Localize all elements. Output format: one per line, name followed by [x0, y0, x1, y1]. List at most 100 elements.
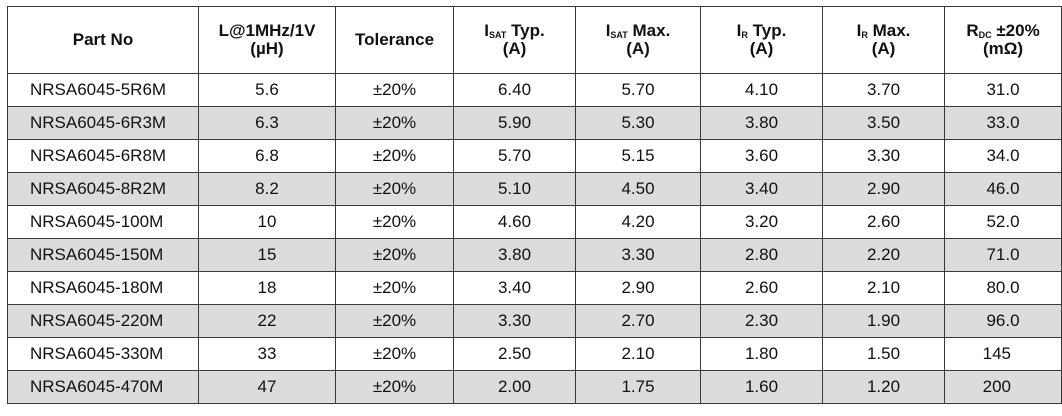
header-rdc-symbol: R: [966, 21, 979, 40]
isat-max-cell: 2.90: [575, 271, 701, 305]
ir-max-cell: 2.10: [822, 271, 945, 305]
isat-typ-cell: 5.70: [453, 139, 576, 173]
ir-max-cell: 3.70: [822, 73, 945, 107]
header-isat-typ-label: ISAT Typ.: [454, 22, 575, 40]
header-isat-typ-qualifier: Typ.: [511, 21, 545, 40]
inductance-cell: 6.8: [198, 139, 336, 173]
table-row: NRSA6045-5R6M 5.6 ±20% 6.40 5.70 4.10 3.…: [7, 73, 1062, 107]
table-row: NRSA6045-180M 18 ±20% 3.40 2.90 2.60 2.1…: [7, 271, 1062, 305]
isat-max-cell: 4.20: [575, 205, 701, 239]
ir-max-cell: 2.90: [822, 172, 945, 206]
header-isat-max-subscript: SAT: [610, 30, 628, 40]
table-row: NRSA6045-8R2M 8.2 ±20% 5.10 4.50 3.40 2.…: [7, 172, 1062, 206]
header-isat-max-label: ISAT Max.: [576, 22, 700, 40]
inductance-cell: 6.3: [198, 106, 336, 140]
header-ir-max-qualifier: Max.: [872, 21, 911, 40]
ir-typ-cell: 1.80: [700, 337, 823, 371]
isat-typ-cell: 5.90: [453, 106, 576, 140]
isat-max-cell: 5.30: [575, 106, 701, 140]
header-ir-max-subscript: R: [861, 30, 868, 40]
header-rdc-label: RDC ±20%: [945, 22, 1061, 40]
part-number-cell: NRSA6045-180M: [7, 271, 199, 305]
header-isat-typ-unit: (A): [502, 39, 527, 58]
table-row: NRSA6045-220M 22 ±20% 3.30 2.70 2.30 1.9…: [7, 304, 1062, 338]
header-ir-typ: IR Typ. (A): [700, 6, 823, 74]
rdc-cell: 46.0: [944, 172, 1062, 206]
tolerance-cell: ±20%: [335, 304, 454, 338]
rdc-cell: 96.0: [944, 304, 1062, 338]
spec-table-container: Part No L@1MHz/1V (µH) Tolerance ISAT Ty…: [7, 6, 1062, 404]
header-ir-typ-unit: (A): [749, 39, 774, 58]
ir-typ-cell: 2.30: [700, 304, 823, 338]
inductance-cell: 15: [198, 238, 336, 272]
ir-typ-cell: 3.60: [700, 139, 823, 173]
rdc-cell: 33.0: [944, 106, 1062, 140]
header-ir-typ-label: IR Typ.: [701, 22, 822, 40]
isat-typ-cell: 3.40: [453, 271, 576, 305]
isat-typ-cell: 2.50: [453, 337, 576, 371]
table-row: NRSA6045-150M 15 ±20% 3.80 3.30 2.80 2.2…: [7, 238, 1062, 272]
part-number-cell: NRSA6045-150M: [7, 238, 199, 272]
ir-max-cell: 2.20: [822, 238, 945, 272]
isat-typ-cell: 3.80: [453, 238, 576, 272]
header-rdc-qualifier: ±20%: [996, 21, 1040, 40]
table-row: NRSA6045-330M 33 ±20% 2.50 2.10 1.80 1.5…: [7, 337, 1062, 371]
isat-typ-cell: 6.40: [453, 73, 576, 107]
isat-max-cell: 2.10: [575, 337, 701, 371]
header-tolerance: Tolerance: [335, 6, 454, 74]
inductor-spec-table: Part No L@1MHz/1V (µH) Tolerance ISAT Ty…: [7, 6, 1062, 404]
header-ir-max-label: IR Max.: [823, 22, 944, 40]
table-row: NRSA6045-6R3M 6.3 ±20% 5.90 5.30 3.80 3.…: [7, 106, 1062, 140]
tolerance-cell: ±20%: [335, 73, 454, 107]
ir-max-cell: 3.30: [822, 139, 945, 173]
ir-max-cell: 3.50: [822, 106, 945, 140]
header-tolerance-label: Tolerance: [354, 30, 435, 49]
header-row: Part No L@1MHz/1V (µH) Tolerance ISAT Ty…: [7, 6, 1062, 74]
inductance-cell: 8.2: [198, 172, 336, 206]
isat-typ-cell: 4.60: [453, 205, 576, 239]
header-part-no: Part No: [7, 6, 199, 74]
header-ir-typ-symbol: I: [736, 21, 742, 40]
header-isat-max-symbol: I: [605, 21, 611, 40]
tolerance-cell: ±20%: [335, 337, 454, 371]
isat-typ-cell: 5.10: [453, 172, 576, 206]
inductance-cell: 18: [198, 271, 336, 305]
inductance-cell: 22: [198, 304, 336, 338]
ir-typ-cell: 3.20: [700, 205, 823, 239]
rdc-cell: 34.0: [944, 139, 1062, 173]
inductance-cell: 5.6: [198, 73, 336, 107]
tolerance-cell: ±20%: [335, 238, 454, 272]
part-number-cell: NRSA6045-330M: [7, 337, 199, 371]
ir-max-cell: 2.60: [822, 205, 945, 239]
inductance-cell: 33: [198, 337, 336, 371]
ir-typ-cell: 4.10: [700, 73, 823, 107]
part-number-cell: NRSA6045-470M: [7, 370, 199, 404]
header-isat-max-unit: (A): [626, 39, 650, 58]
tolerance-cell: ±20%: [335, 205, 454, 239]
header-ir-typ-qualifier: Typ.: [752, 21, 787, 40]
header-ir-max: IR Max. (A): [822, 6, 945, 74]
table-row: NRSA6045-100M 10 ±20% 4.60 4.20 3.20 2.6…: [7, 205, 1062, 239]
part-number-cell: NRSA6045-220M: [7, 304, 199, 338]
part-number-cell: NRSA6045-100M: [7, 205, 199, 239]
part-number-cell: NRSA6045-5R6M: [7, 73, 199, 107]
tolerance-cell: ±20%: [335, 106, 454, 140]
isat-typ-cell: 2.00: [453, 370, 576, 404]
header-isat-max: ISAT Max. (A): [575, 6, 701, 74]
header-ir-typ-subscript: R: [741, 30, 748, 40]
table-row: NRSA6045-6R8M 6.8 ±20% 5.70 5.15 3.60 3.…: [7, 139, 1062, 173]
header-isat-max-qualifier: Max.: [632, 21, 671, 40]
rdc-cell: 31.0: [944, 73, 1062, 107]
rdc-cell: 145: [944, 337, 1062, 371]
header-inductance: L@1MHz/1V (µH): [198, 6, 336, 74]
inductance-cell: 10: [198, 205, 336, 239]
header-isat-typ: ISAT Typ. (A): [453, 6, 576, 74]
isat-max-cell: 5.15: [575, 139, 701, 173]
isat-max-cell: 1.75: [575, 370, 701, 404]
inductance-cell: 47: [198, 370, 336, 404]
header-rdc: RDC ±20% (mΩ): [944, 6, 1062, 74]
rdc-cell: 80.0: [944, 271, 1062, 305]
rdc-cell: 200: [944, 370, 1062, 404]
part-number-cell: NRSA6045-8R2M: [7, 172, 199, 206]
header-ir-max-unit: (A): [871, 39, 896, 58]
